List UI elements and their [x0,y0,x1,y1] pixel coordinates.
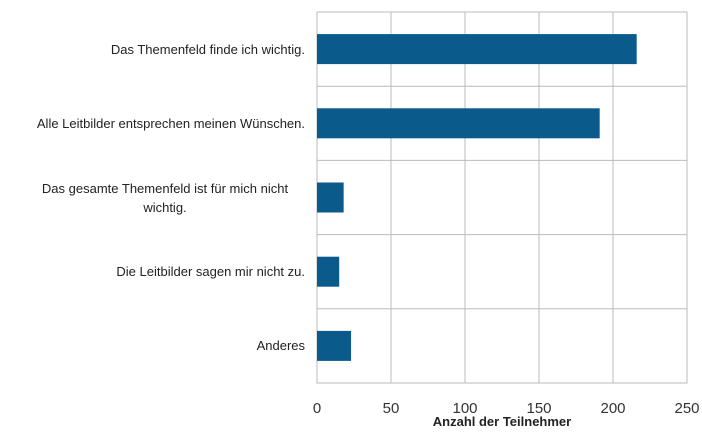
category-label-box: Die Leitbilder sagen mir nicht zu. [5,262,305,281]
x-tick-label: 250 [674,400,699,417]
x-tick-label: 100 [452,400,477,417]
x-tick-label: 50 [383,400,400,417]
bar [317,108,600,139]
category-label-box: Alle Leitbilder entsprechen meinen Wünsc… [5,114,305,133]
y-tick-label: Das gesamte Themenfeld ist für mich nich… [41,180,289,215]
category-label-box: Das gesamte Themenfeld ist für mich nich… [5,179,305,217]
y-tick-label: Die Leitbilder sagen mir nicht zu. [116,264,305,280]
x-tick-label: 150 [526,400,551,417]
bar [317,182,344,213]
plot-border [316,11,688,384]
x-tick-label: 200 [600,400,625,417]
y-tick-label: Das Themenfeld finde ich wichtig. [110,41,305,57]
bar [317,256,340,287]
y-tick-label: Anderes [256,338,305,354]
x-tick-label: 0 [313,400,321,417]
bar [317,34,637,65]
category-label-box: Anderes [5,336,305,355]
y-tick-label: Alle Leitbilder entsprechen meinen Wünsc… [36,115,305,131]
x-axis-title: Anzahl der Teilnehmer [433,414,571,429]
category-label-box: Das Themenfeld finde ich wichtig. [5,40,305,59]
bar [317,330,352,361]
